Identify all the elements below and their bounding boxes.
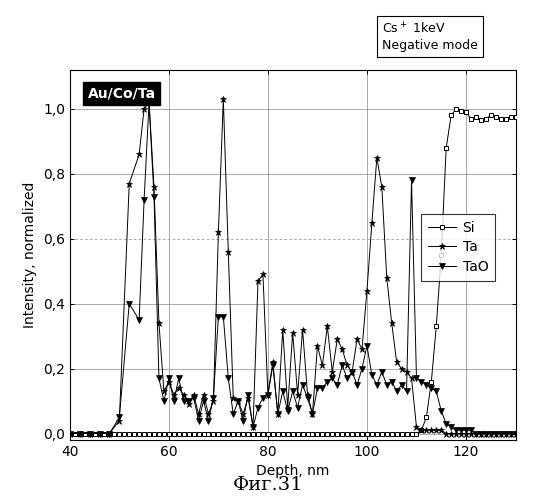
Si (121, 430, 127, 436)
Ta (438, 428, 445, 434)
Si (180, 430, 187, 436)
Si (507, 114, 514, 120)
TaO (438, 408, 445, 414)
Si (453, 106, 459, 112)
Line: Ta: Ta (67, 96, 519, 437)
Si (171, 430, 177, 436)
Ta (418, 428, 425, 434)
Ta (289, 330, 296, 336)
TaO (116, 414, 122, 420)
TaO (76, 430, 83, 436)
Text: Фиг.31: Фиг.31 (233, 476, 304, 494)
Ta (76, 430, 83, 436)
Ta (309, 411, 316, 417)
Ta (512, 430, 519, 436)
TaO (418, 378, 425, 384)
TaO (289, 388, 296, 394)
Line: TaO: TaO (67, 100, 518, 436)
Ta (116, 418, 122, 424)
Si (512, 114, 519, 120)
TaO (67, 430, 73, 436)
Text: Cs$^+$ 1keV
Negative mode: Cs$^+$ 1keV Negative mode (382, 21, 478, 52)
TaO (146, 100, 153, 105)
Ta (220, 96, 227, 102)
Si (503, 116, 509, 121)
Y-axis label: Intensity, normalized: Intensity, normalized (24, 182, 38, 328)
TaO (512, 430, 519, 436)
Si (443, 145, 449, 151)
TaO (309, 411, 316, 417)
Text: Au/Co/Ta: Au/Co/Ta (88, 86, 156, 101)
Ta (67, 430, 73, 436)
Legend: Si, Ta, TaO: Si, Ta, TaO (421, 214, 495, 281)
Si (67, 430, 73, 436)
Line: Si: Si (67, 106, 518, 436)
X-axis label: Depth, nm: Depth, nm (256, 464, 329, 478)
